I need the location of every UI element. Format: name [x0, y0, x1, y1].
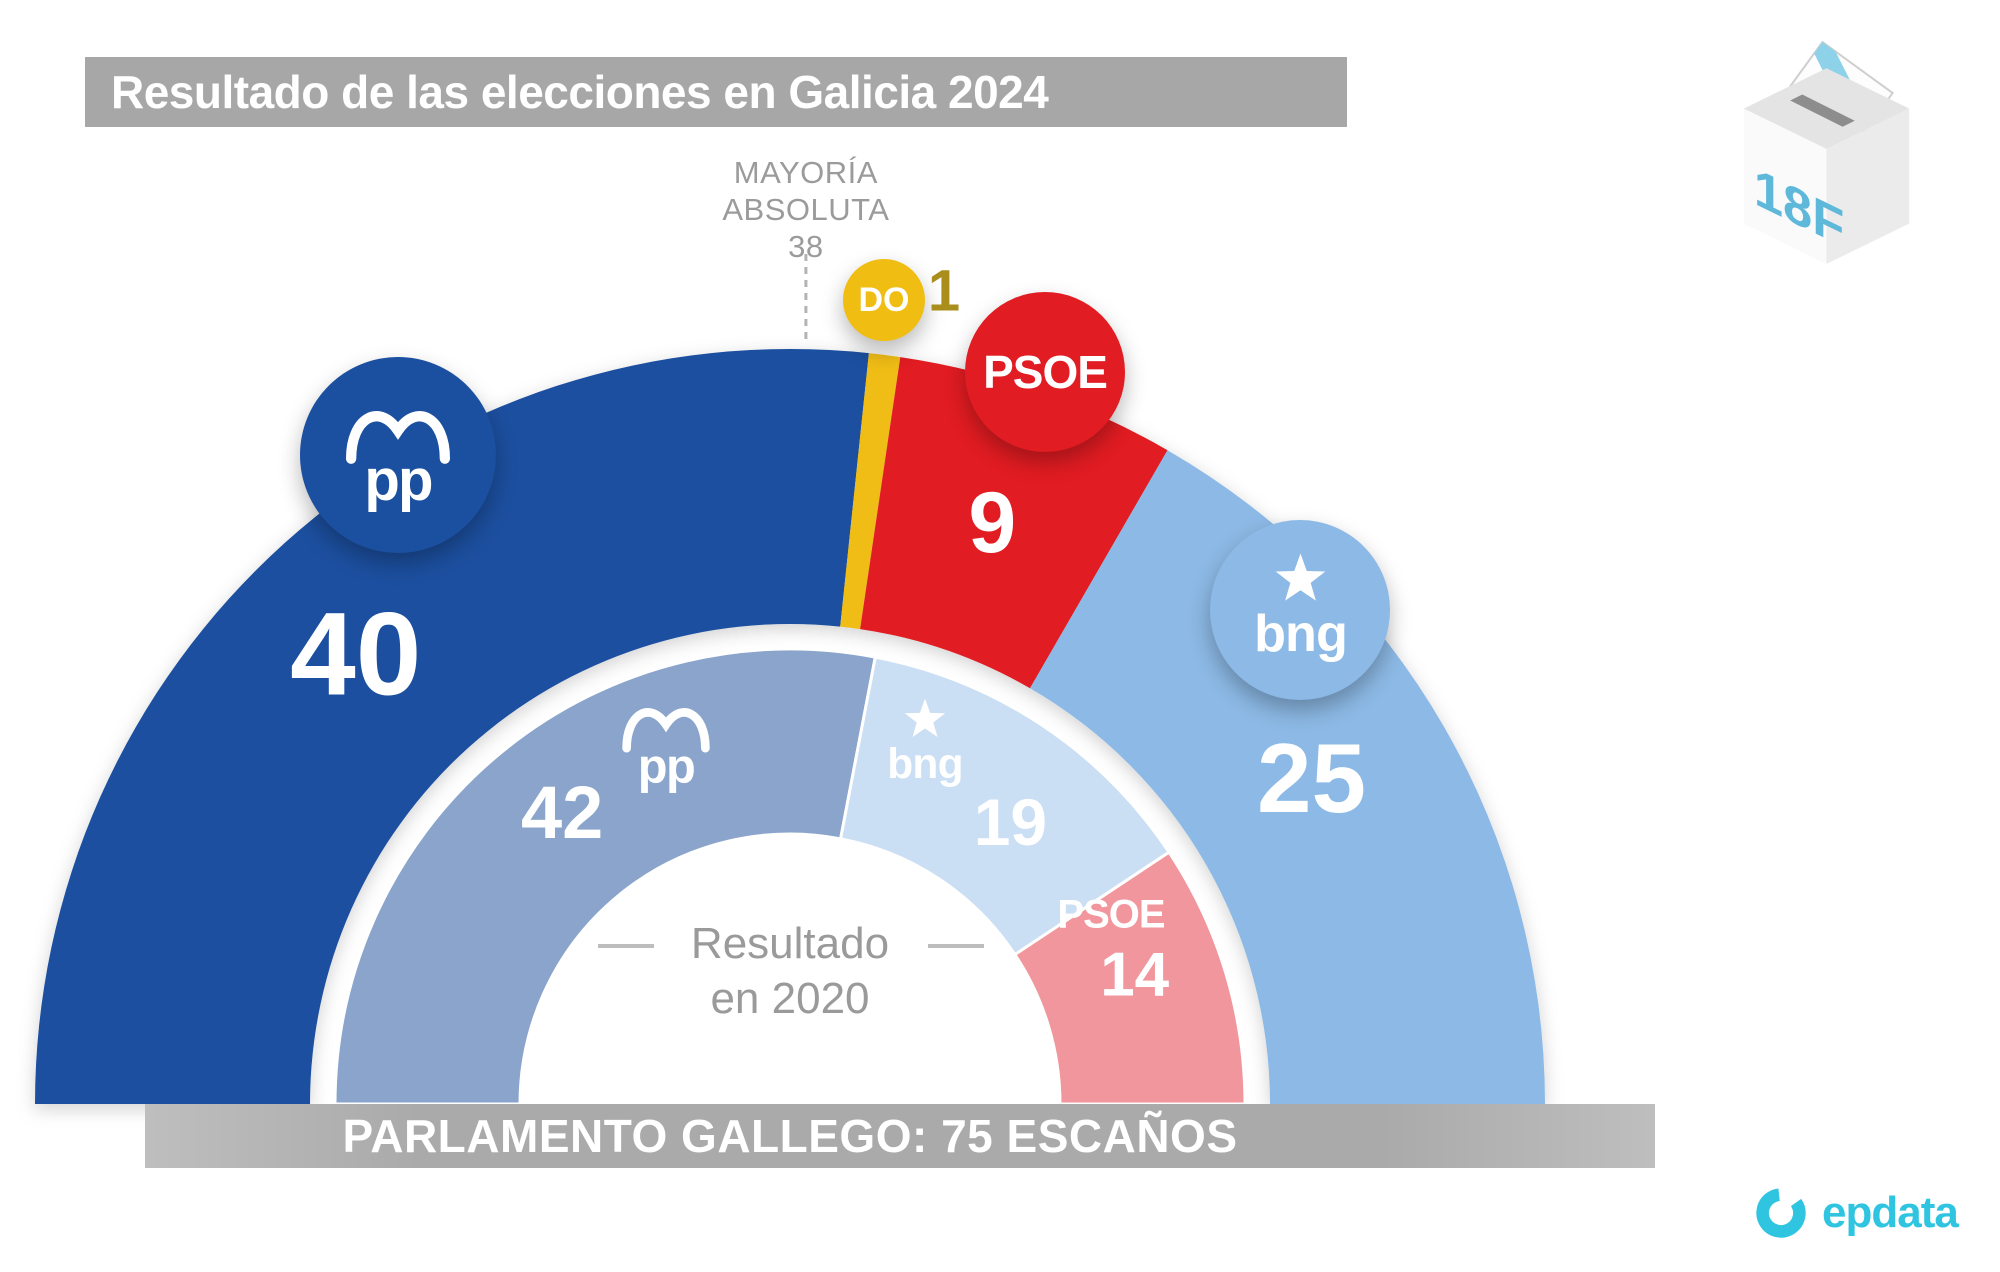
slice-2024-psoe [860, 357, 1168, 689]
seats-label-2024-pp: 40 [290, 588, 421, 720]
ring-2024 [35, 348, 1545, 1104]
pp-badge-label: pp [364, 448, 432, 513]
pp-2020-label: pp [638, 740, 694, 794]
footer-bar: PARLAMENTO GALLEGO: 75 ESCAÑOS [145, 1104, 1655, 1168]
psoe-badge-label: PSOE [983, 346, 1108, 398]
bng-logo-2020: bng [887, 698, 964, 788]
seats-label-2020-pp: 42 [521, 771, 603, 854]
ballot-box-graphic: 18F [1743, 40, 1910, 264]
bng-2020-label: bng [887, 741, 962, 788]
pp-logo-2020: pp [622, 708, 710, 794]
ballot-box-front-face [1743, 108, 1827, 264]
seats-label-2020-psoe: 14 [1100, 941, 1169, 1010]
page-title: Resultado de las elecciones en Galicia 2… [111, 66, 1049, 118]
seats-label-2024-psoe: 9 [968, 475, 1016, 571]
pp-swoosh-icon [622, 708, 710, 753]
psoe-2020-label: PSOE [1057, 892, 1165, 937]
title-bar: Resultado de las elecciones en Galicia 2… [85, 57, 1347, 127]
pp-logo-badge: pp [300, 357, 496, 553]
caption-tick-right [928, 944, 984, 948]
bng-logo-badge: bng [1210, 520, 1390, 700]
do-logo-badge: DO [843, 259, 925, 341]
slice-2024-pp [35, 348, 869, 1104]
majority-line2: ABSOLUTA [722, 192, 890, 227]
bng-star-icon [1275, 552, 1325, 601]
slice-2020-psoe [1012, 850, 1247, 1106]
seats-label-2024-do: 1 [927, 258, 961, 324]
inner-ring-caption: Resultado en 2020 [691, 916, 889, 1026]
footer-text: PARLAMENTO GALLEGO: 75 ESCAÑOS [342, 1110, 1238, 1162]
caption-tick-left [598, 944, 654, 948]
epdata-logo: epdata [1752, 1184, 1959, 1242]
caption-line1: Resultado [690, 919, 890, 968]
caption-line2: en 2020 [710, 974, 870, 1023]
bng-star-icon [904, 698, 946, 737]
slice-2024-bng [1030, 450, 1545, 1104]
majority-label: MAYORÍA ABSOLUTA 38 [722, 154, 889, 265]
do-badge-label: DO [858, 280, 910, 319]
seats-label-2024-bng: 25 [1257, 723, 1366, 833]
epdata-icon [1756, 1188, 1806, 1238]
ballot-slot [1790, 94, 1855, 127]
ring-2020 [333, 647, 1247, 1106]
ballot-box-side-face [1826, 108, 1910, 264]
bng-badge-label: bng [1254, 605, 1347, 663]
majority-line1: MAYORÍA [733, 155, 878, 190]
seats-label-2020-bng: 19 [974, 785, 1047, 859]
epdata-wordmark: epdata [1822, 1188, 1959, 1237]
pp-swoosh-icon [345, 411, 451, 464]
slice-2020-bng [838, 655, 1172, 957]
slice-2024-do [840, 353, 901, 630]
psoe-logo-badge: PSOE [965, 292, 1125, 452]
slice-2020-pp [333, 647, 878, 1106]
